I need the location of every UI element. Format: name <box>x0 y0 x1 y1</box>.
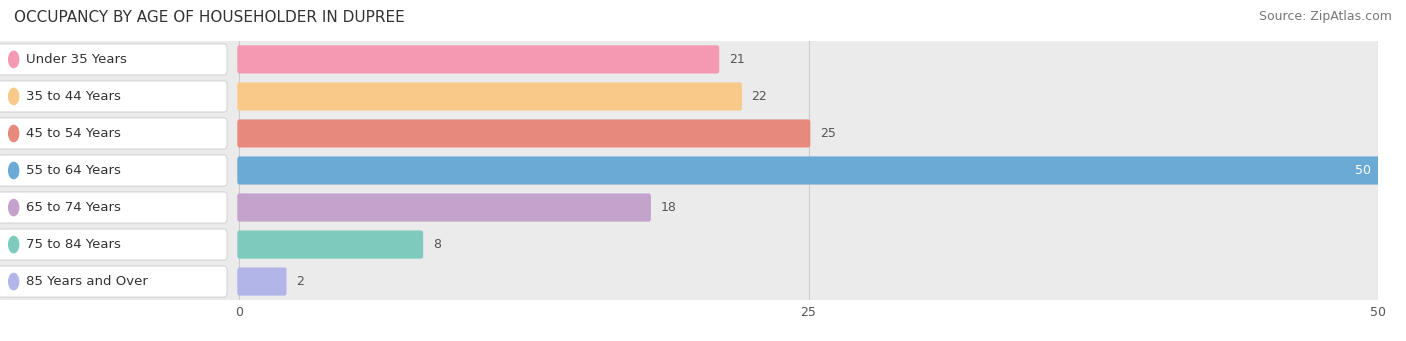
Text: 55 to 64 Years: 55 to 64 Years <box>27 164 121 177</box>
Circle shape <box>8 199 18 216</box>
Text: 21: 21 <box>728 53 745 66</box>
FancyBboxPatch shape <box>0 192 226 223</box>
FancyBboxPatch shape <box>0 112 1381 155</box>
FancyBboxPatch shape <box>238 157 1379 184</box>
FancyBboxPatch shape <box>238 119 810 148</box>
Text: 85 Years and Over: 85 Years and Over <box>27 275 148 288</box>
FancyBboxPatch shape <box>238 231 423 258</box>
FancyBboxPatch shape <box>0 223 1381 266</box>
FancyBboxPatch shape <box>238 45 720 74</box>
Circle shape <box>8 125 18 142</box>
Text: 2: 2 <box>297 275 304 288</box>
FancyBboxPatch shape <box>0 266 226 297</box>
FancyBboxPatch shape <box>0 260 1381 303</box>
Text: 8: 8 <box>433 238 440 251</box>
FancyBboxPatch shape <box>238 267 287 296</box>
Text: Under 35 Years: Under 35 Years <box>27 53 127 66</box>
Text: OCCUPANCY BY AGE OF HOUSEHOLDER IN DUPREE: OCCUPANCY BY AGE OF HOUSEHOLDER IN DUPRE… <box>14 10 405 25</box>
Circle shape <box>8 162 18 179</box>
FancyBboxPatch shape <box>0 149 1381 192</box>
Text: 22: 22 <box>752 90 768 103</box>
FancyBboxPatch shape <box>0 75 1381 118</box>
Circle shape <box>8 273 18 290</box>
Circle shape <box>8 51 18 68</box>
Text: 50: 50 <box>1355 164 1371 177</box>
FancyBboxPatch shape <box>0 118 226 149</box>
FancyBboxPatch shape <box>0 44 226 75</box>
FancyBboxPatch shape <box>0 155 226 186</box>
Text: 45 to 54 Years: 45 to 54 Years <box>27 127 121 140</box>
FancyBboxPatch shape <box>0 229 226 260</box>
Text: 35 to 44 Years: 35 to 44 Years <box>27 90 121 103</box>
FancyBboxPatch shape <box>0 186 1381 229</box>
FancyBboxPatch shape <box>238 83 742 110</box>
Circle shape <box>8 88 18 105</box>
FancyBboxPatch shape <box>0 38 1381 81</box>
FancyBboxPatch shape <box>0 81 226 112</box>
Text: 75 to 84 Years: 75 to 84 Years <box>27 238 121 251</box>
Circle shape <box>8 236 18 253</box>
Text: 65 to 74 Years: 65 to 74 Years <box>27 201 121 214</box>
FancyBboxPatch shape <box>238 193 651 222</box>
Text: 25: 25 <box>820 127 835 140</box>
Text: Source: ZipAtlas.com: Source: ZipAtlas.com <box>1258 10 1392 23</box>
Text: 18: 18 <box>661 201 676 214</box>
